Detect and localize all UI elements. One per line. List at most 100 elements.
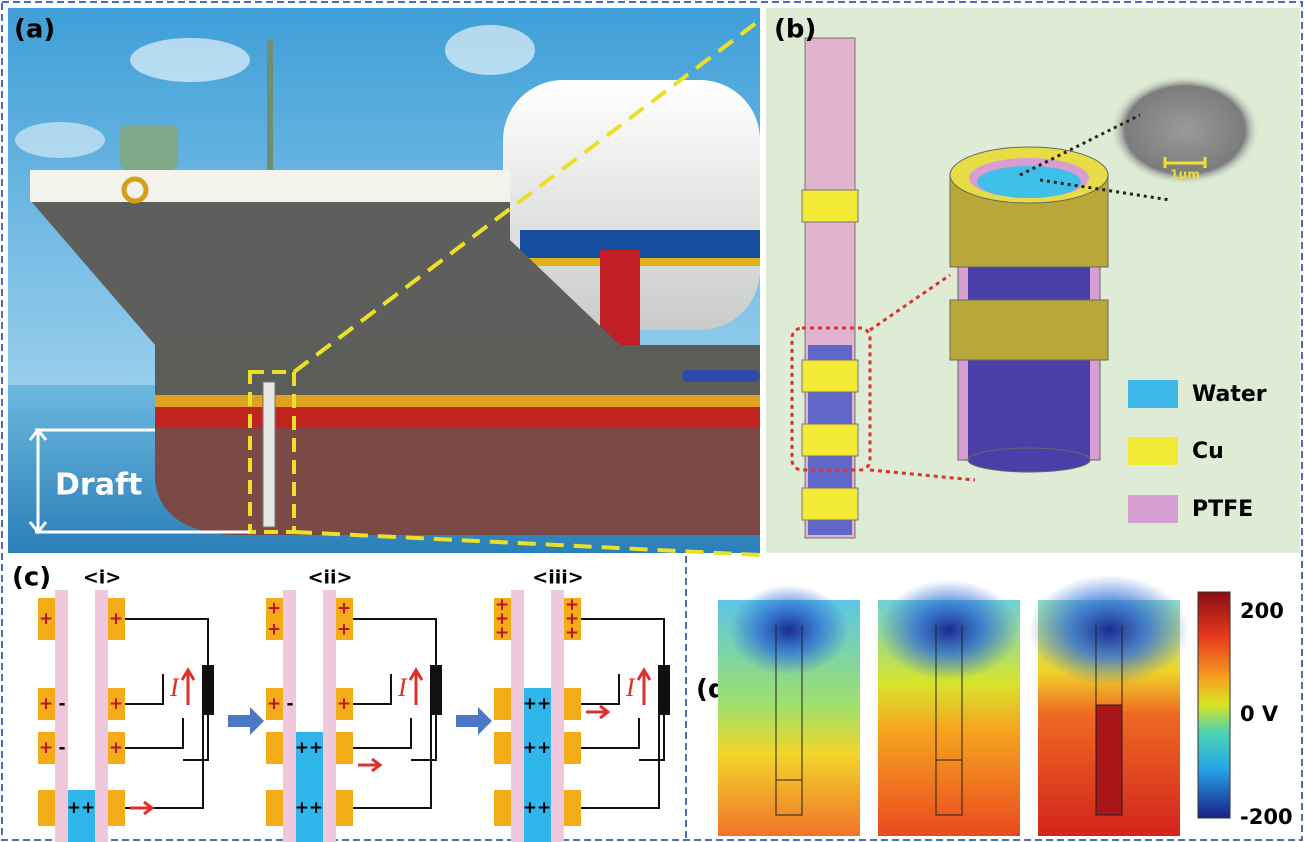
wire [125,674,164,705]
wire [353,618,437,761]
electrode [494,790,511,826]
charge: ++ [67,798,96,818]
charge: + [495,609,509,629]
current-arrow [180,667,196,705]
scale-bar: 1μm [1170,168,1200,182]
step-arrow [456,707,492,735]
charge: + [109,694,123,714]
charge: ++ [523,694,552,714]
electrode [108,688,125,720]
charge: + [565,623,579,643]
charge: + [109,738,123,758]
charge: + [495,595,509,615]
electrode [266,732,283,764]
charge: + [267,694,281,714]
panel-label: (c) [12,563,51,593]
charge: ++ [295,798,324,818]
wire [125,718,184,749]
electrode [108,790,125,826]
flow-arrow [130,800,155,816]
charge: - [286,694,293,714]
colorbar-tick-label: -200 [1240,805,1293,829]
electrode [108,732,125,764]
panel-c: <i>+ ++ +-+ +-++I<ii>+ ++ ++ +-++++I<iii>+ ++ ++… [38,567,670,842]
charge: + [39,609,53,629]
stage-label: <ii> [308,567,353,589]
current-label: I [397,673,408,702]
electrode [336,598,353,640]
electrode [336,688,353,720]
resistor [658,665,670,715]
device-outline [775,625,803,780]
electrode [38,688,55,720]
ptfe [511,590,524,842]
wire [353,700,432,809]
current-label: I [169,673,180,702]
charge: + [39,738,53,758]
flow-arrow [586,704,611,720]
wire [125,700,204,809]
charge: + [565,595,579,615]
panel-b: 1μm Water Cu PTFE (b) [766,8,1300,553]
charge: + [495,623,509,643]
device-outline [1095,625,1123,705]
wire [581,674,620,705]
water [296,732,323,842]
current-label: I [625,673,636,702]
charge: + [267,620,281,640]
panel-a: Draft (a) [8,8,762,557]
wire [581,618,665,761]
charge: - [58,738,65,758]
wire [353,674,392,705]
electrode [38,790,55,826]
ptfe [551,590,564,842]
electrode [564,790,581,826]
electrode [494,732,511,764]
potential-spot [1029,575,1189,685]
electrode [266,790,283,826]
wire [581,718,640,749]
legend-label: Water [1192,382,1267,407]
resistor [430,665,442,715]
charge: + [39,694,53,714]
water [68,790,95,842]
stage-label: <i> [83,567,121,589]
electrode [564,598,581,640]
electrode [564,688,581,720]
electrode [494,688,511,720]
electrode [108,598,125,640]
charge: ++ [523,738,552,758]
wire [353,718,412,749]
charge: ++ [295,738,324,758]
water-outline [1095,704,1123,816]
charge: + [267,599,281,619]
electrode [38,598,55,640]
water [524,688,551,842]
electrode [336,790,353,826]
charge: ++ [523,798,552,818]
panel-label: (a) [14,15,55,45]
flow-arrow [358,757,383,773]
wire [581,700,660,809]
water-outline [935,759,963,816]
charge: + [337,620,351,640]
electrode [494,598,511,640]
legend-label: Cu [1192,439,1224,464]
ptfe [55,590,68,842]
charge: + [337,599,351,619]
legend-label: PTFE [1192,497,1253,522]
panel-label: (b) [774,15,816,45]
ptfe [95,590,108,842]
stage-label: <iii> [532,567,583,589]
potential-spot [729,585,849,675]
current-arrow [636,667,652,705]
resistor [202,665,214,715]
current-arrow [408,667,424,705]
charge: + [109,609,123,629]
charge: + [565,609,579,629]
colorbar-tick-label: 0 V [1240,702,1279,726]
electrode [266,598,283,640]
